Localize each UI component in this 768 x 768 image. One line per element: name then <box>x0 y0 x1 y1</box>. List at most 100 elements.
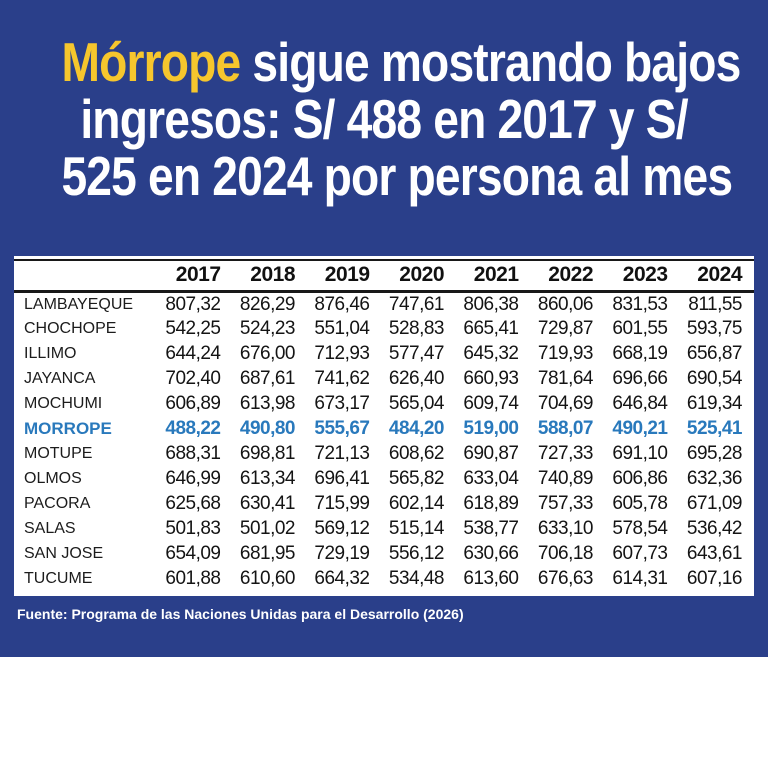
value-cell: 488,22 <box>165 418 221 439</box>
value-cell: 551,04 <box>314 318 370 339</box>
value-cell: 515,14 <box>388 518 445 539</box>
year-header: 2022 <box>548 263 593 287</box>
district-name: SAN JOSE <box>24 545 104 562</box>
value-cell: 519,00 <box>463 418 519 439</box>
value-cell: 688,31 <box>165 443 221 464</box>
headline-line-2: ingresos: S/ 488 en 2017 y S/ <box>80 88 688 150</box>
value-cell: 806,38 <box>463 293 519 315</box>
value-cell: 607,73 <box>612 543 668 564</box>
value-cell: 687,61 <box>239 368 296 389</box>
headline-highlight-word: Mórrope <box>61 31 241 93</box>
source-note: Fuente: Programa de las Naciones Unidas … <box>17 606 464 622</box>
table-header-row: 2017 2018 2019 2020 2021 2022 2023 2024 <box>14 260 754 291</box>
year-header: 2017 <box>175 263 221 287</box>
district-name: PACORA <box>24 495 91 512</box>
year-header: 2020 <box>399 263 444 287</box>
table-row: OLMOS 646,99 613,34 696,41 565,82 633,04 740,8… <box>14 467 754 492</box>
value-cell: 671,09 <box>686 493 743 514</box>
value-cell: 690,87 <box>463 443 519 464</box>
income-table: 2017 2018 2019 2020 2021 2022 2023 2024 LAMBAYE… <box>14 259 754 592</box>
district-name: MORROPE <box>24 419 112 438</box>
value-cell: 501,02 <box>239 518 296 539</box>
value-cell: 646,84 <box>612 393 668 414</box>
value-cell: 876,46 <box>314 293 370 315</box>
district-name: CHOCHOPE <box>24 320 117 337</box>
value-cell: 626,40 <box>388 368 445 389</box>
value-cell: 613,98 <box>239 393 296 414</box>
year-header: 2018 <box>250 263 295 287</box>
value-cell: 811,55 <box>688 293 742 315</box>
value-cell: 702,40 <box>165 368 221 389</box>
year-header: 2021 <box>473 263 519 287</box>
value-cell: 565,82 <box>388 468 445 489</box>
value-cell: 719,93 <box>537 343 594 364</box>
value-cell: 534,48 <box>388 568 445 589</box>
value-cell: 538,77 <box>463 518 519 539</box>
table-row: ILLIMO 644,24 676,00 712,93 577,47 645,32 719,… <box>14 342 754 367</box>
table-row: LAMBAYEQUE 807,32 826,29 876,46 747,61 806,38… <box>14 291 754 317</box>
value-cell: 715,99 <box>314 493 370 514</box>
value-cell: 712,93 <box>314 343 370 364</box>
value-cell: 698,81 <box>239 443 296 464</box>
value-cell: 501,83 <box>165 518 221 539</box>
value-cell: 729,19 <box>314 543 370 564</box>
value-cell: 676,00 <box>239 343 296 364</box>
table-row: PACORA 625,68 630,41 715,99 602,14 618,89 757,… <box>14 492 754 517</box>
value-cell: 632,36 <box>686 468 743 489</box>
value-cell: 696,41 <box>314 468 370 489</box>
value-cell: 607,16 <box>686 568 743 589</box>
value-cell: 696,66 <box>612 368 668 389</box>
value-cell: 826,29 <box>239 293 296 315</box>
value-cell: 625,68 <box>165 493 221 514</box>
value-cell: 807,32 <box>165 293 221 315</box>
headline: Mórrope sigue mostrando bajos ingresos: … <box>0 34 768 205</box>
value-cell: 633,10 <box>537 518 594 539</box>
value-cell: 556,12 <box>388 543 445 564</box>
value-cell: 676,63 <box>537 568 594 589</box>
value-cell: 569,12 <box>314 518 370 539</box>
value-cell: 664,32 <box>314 568 370 589</box>
table-row: SAN JOSE 654,09 681,95 729,19 556,12 630,66 70… <box>14 542 754 567</box>
corner-cell <box>14 260 158 291</box>
value-cell: 601,88 <box>165 568 221 589</box>
value-cell: 588,07 <box>537 418 594 439</box>
value-cell: 681,95 <box>239 543 296 564</box>
table-body: LAMBAYEQUE 807,32 826,29 876,46 747,61 806,38… <box>14 291 754 592</box>
value-cell: 618,89 <box>463 493 519 514</box>
value-cell: 630,41 <box>239 493 296 514</box>
value-cell: 601,55 <box>612 318 668 339</box>
value-cell: 565,04 <box>388 393 445 414</box>
value-cell: 609,74 <box>463 393 519 414</box>
headline-line-1-rest: sigue mostrando bajos <box>240 31 741 93</box>
district-name: MOTUPE <box>24 445 93 462</box>
value-cell: 646,99 <box>165 468 221 489</box>
value-cell: 727,33 <box>537 443 594 464</box>
value-cell: 831,53 <box>612 293 668 315</box>
value-cell: 665,41 <box>463 318 519 339</box>
income-table-panel: 2017 2018 2019 2020 2021 2022 2023 2024 LAMBAYE… <box>14 256 754 596</box>
table-row: JAYANCA 702,40 687,61 741,62 626,40 660,93 781… <box>14 367 754 392</box>
value-cell: 633,04 <box>463 468 519 489</box>
value-cell: 578,54 <box>612 518 668 539</box>
value-cell: 740,89 <box>537 468 594 489</box>
value-cell: 741,62 <box>314 368 370 389</box>
district-name: TUCUME <box>24 570 93 587</box>
value-cell: 691,10 <box>612 443 668 464</box>
value-cell: 524,23 <box>239 318 296 339</box>
table-row: MOTUPE 688,31 698,81 721,13 608,62 690,87 727,… <box>14 442 754 467</box>
table-row: TUCUME 601,88 610,60 664,32 534,48 613,60 676,… <box>14 567 754 592</box>
value-cell: 614,31 <box>612 568 668 589</box>
value-cell: 660,93 <box>463 368 519 389</box>
value-cell: 525,41 <box>686 418 743 439</box>
headline-line-1: Mórrope sigue mostrando bajos <box>61 31 741 93</box>
table-row: MOCHUMI 606,89 613,98 673,17 565,04 609,74 704… <box>14 392 754 417</box>
headline-line-3: 525 en 2024 por persona al mes <box>61 145 733 207</box>
value-cell: 606,86 <box>612 468 668 489</box>
value-cell: 490,21 <box>612 418 668 439</box>
value-cell: 613,60 <box>463 568 519 589</box>
year-header: 2019 <box>324 263 370 287</box>
value-cell: 656,87 <box>686 343 743 364</box>
value-cell: 644,24 <box>165 343 221 364</box>
year-header: 2024 <box>697 263 742 287</box>
